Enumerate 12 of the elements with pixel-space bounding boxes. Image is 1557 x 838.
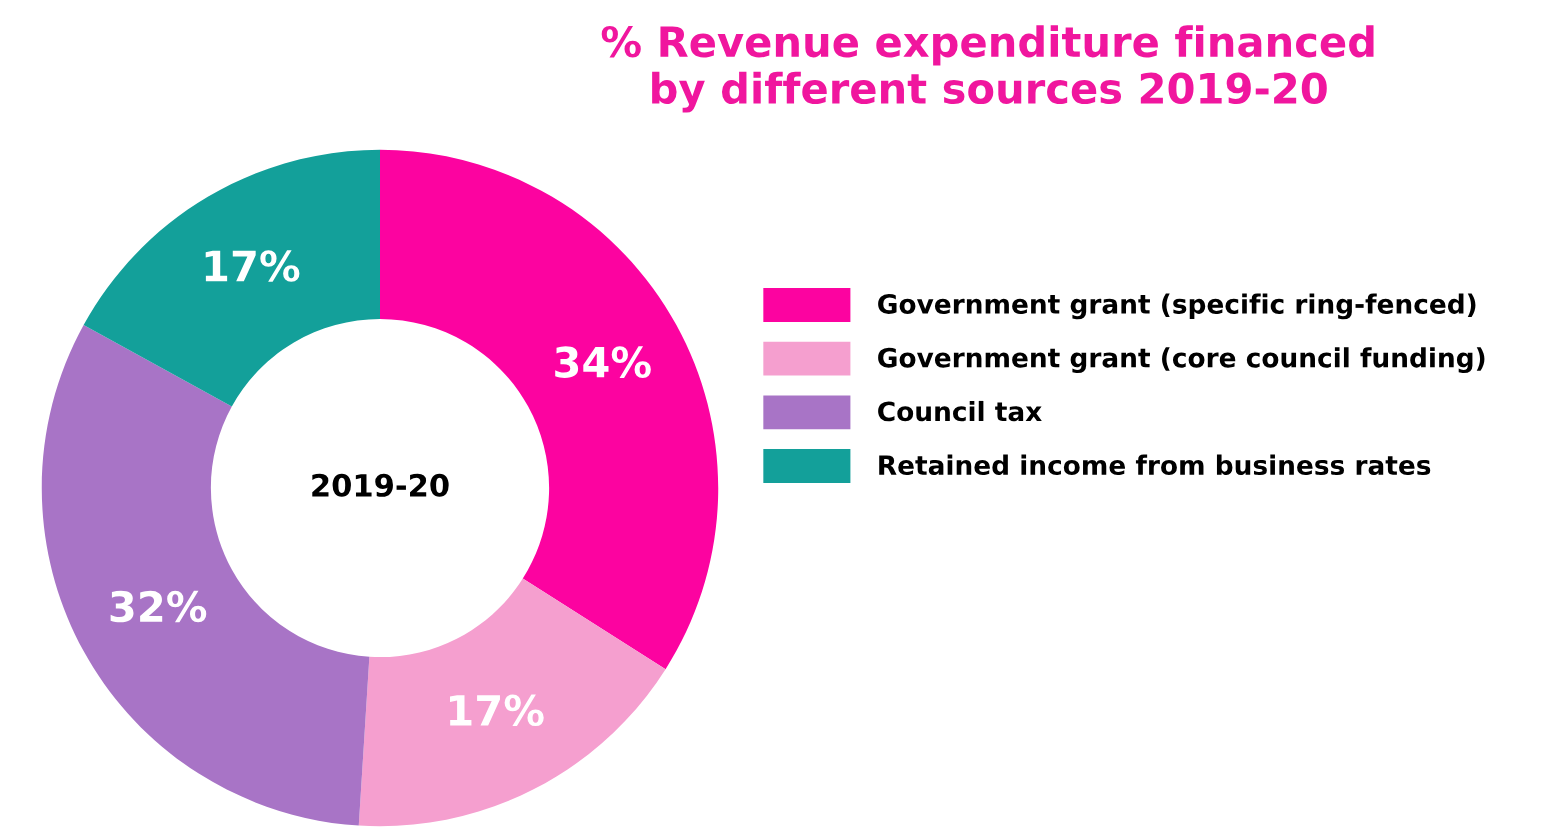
data-label: 32%	[110, 590, 207, 623]
legend-label: Retained income from business rates	[879, 454, 1431, 476]
donut-slice	[358, 578, 666, 827]
legend-label: Council tax	[878, 400, 1042, 422]
donut-slice	[83, 149, 380, 407]
chart-title: % Revenue expenditure financed by different sources 2019-20	[601, 25, 1374, 113]
text: 2019-20	[312, 473, 449, 497]
data-label: 34%	[555, 346, 651, 378]
legend-label: Government grant (core council funding)	[878, 347, 1485, 373]
data-label: 17%	[205, 250, 300, 282]
legend-label: Government grant (specific ring-fenced)	[878, 293, 1476, 320]
data-label: 17%	[450, 694, 544, 727]
